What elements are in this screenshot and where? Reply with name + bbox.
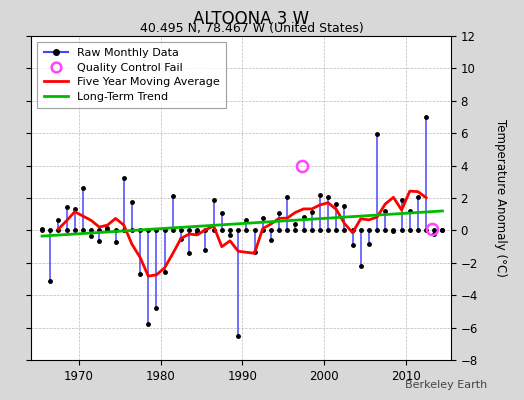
Y-axis label: Temperature Anomaly (°C): Temperature Anomaly (°C) xyxy=(495,119,507,277)
Text: Berkeley Earth: Berkeley Earth xyxy=(405,380,487,390)
Text: 40.495 N, 78.467 W (United States): 40.495 N, 78.467 W (United States) xyxy=(139,22,364,35)
Text: ALTOONA 3 W: ALTOONA 3 W xyxy=(193,10,310,28)
Legend: Raw Monthly Data, Quality Control Fail, Five Year Moving Average, Long-Term Tren: Raw Monthly Data, Quality Control Fail, … xyxy=(37,42,226,108)
